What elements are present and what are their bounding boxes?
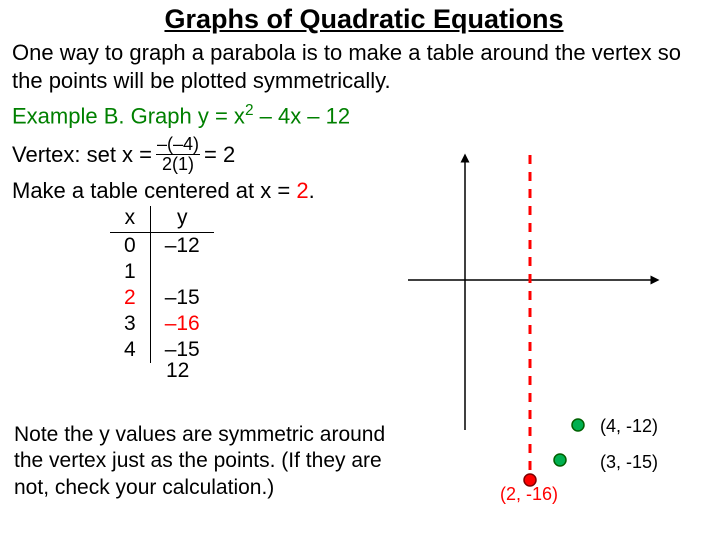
vertex-frac-den: 2(1) — [161, 155, 195, 174]
table-cell-y — [150, 259, 214, 285]
table-cell-x: 4 — [110, 337, 150, 363]
vertex-after: = 2 — [204, 142, 235, 168]
make-table-prefix: Make a table centered at x = — [12, 178, 296, 203]
example-prefix: Example B. Graph y = x — [12, 103, 245, 128]
svg-text:(3, -15): (3, -15) — [600, 452, 658, 472]
vertex-frac-num: –(–4) — [156, 135, 200, 155]
example-line: Example B. Graph y = x2 – 4x – 12 — [0, 94, 728, 129]
xy-table: x y 0–1212–153–164–15 — [110, 206, 214, 363]
table-row: 1 — [110, 259, 214, 285]
example-suffix: – 4x – 12 — [254, 103, 351, 128]
table-row: 3–16 — [110, 311, 214, 337]
vertex-before: Vertex: set x = — [12, 142, 152, 168]
table-cell-y: –15 — [150, 285, 214, 311]
table-cell-x: 3 — [110, 311, 150, 337]
example-sup: 2 — [245, 102, 254, 119]
table-row: 2–15 — [110, 285, 214, 311]
table-cell-x: 2 — [110, 285, 150, 311]
table-header-y: y — [150, 206, 214, 233]
note-text: Note the y values are symmetric around t… — [14, 422, 394, 501]
svg-text:(4, -12): (4, -12) — [600, 416, 658, 436]
table-header-row: x y — [110, 206, 214, 233]
intro-text: One way to graph a parabola is to make a… — [0, 35, 728, 94]
page-title: Graphs of Quadratic Equations — [0, 0, 728, 35]
table-cell-y: –12 — [150, 233, 214, 260]
table-cell-x: 0 — [110, 233, 150, 260]
table-cell-x: 1 — [110, 259, 150, 285]
table-cell-y: –16 — [150, 311, 214, 337]
table-header-x: x — [110, 206, 150, 233]
plot-svg: (2, -16) (3, -15) (4, -12) — [400, 150, 720, 530]
table-row: 0–12 — [110, 233, 214, 260]
vertex-fraction: –(–4) 2(1) — [156, 135, 200, 174]
plot-area: (2, -16) (3, -15) (4, -12) — [400, 150, 720, 530]
svg-text:(2, -16): (2, -16) — [500, 484, 558, 504]
make-table-value: 2 — [296, 178, 308, 203]
make-table-suffix: . — [309, 178, 315, 203]
